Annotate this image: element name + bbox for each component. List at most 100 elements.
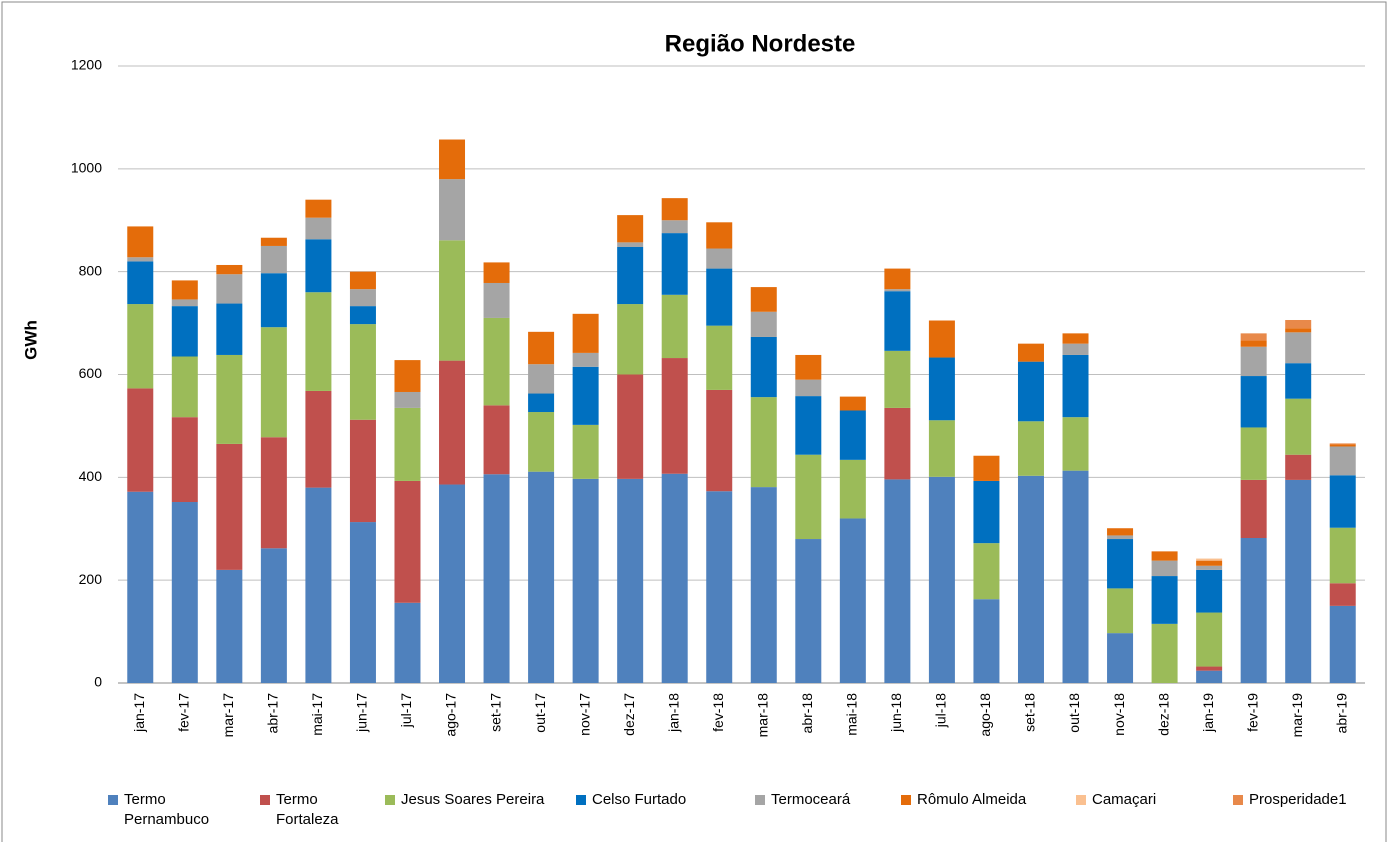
bar-segment (839, 518, 866, 683)
legend-swatch (260, 795, 270, 805)
bar-segment (1240, 427, 1267, 480)
bar-segment (973, 543, 1000, 600)
bar-segment (706, 248, 733, 269)
legend-item: Celso Furtado (576, 790, 741, 810)
legend-swatch (901, 795, 911, 805)
bar-segment (839, 410, 866, 460)
bar-segment (1196, 670, 1223, 683)
bar-segment (1017, 361, 1044, 422)
bar-segment (617, 215, 644, 243)
bar-segment (216, 443, 243, 570)
bar-segment (661, 473, 688, 683)
bar-segment (795, 354, 822, 380)
x-tick-label: jul-18 (933, 693, 949, 728)
bar-segment (216, 354, 243, 444)
bar-segment (884, 289, 911, 292)
legend-label: Termo Fortaleza (276, 791, 339, 828)
bar-segment (1329, 527, 1356, 584)
bar-segment (706, 491, 733, 683)
bar-segment (1107, 535, 1134, 540)
bar-segment (1196, 569, 1223, 613)
bar-segment (928, 357, 955, 421)
bar-segment (1240, 479, 1267, 539)
bar-segment (216, 303, 243, 355)
legend-item: Termoceará (755, 790, 885, 810)
bar-segment (260, 327, 287, 438)
bar-segment (973, 599, 1000, 683)
bar-segment (305, 217, 332, 240)
legend-label: Celso Furtado (592, 791, 687, 808)
bar-segment (1240, 340, 1267, 347)
bar-segment (260, 245, 287, 274)
bar-segment (349, 419, 376, 523)
x-tick-label: mai-18 (844, 693, 860, 736)
bar-segment (928, 476, 955, 683)
x-tick-label: mar-18 (754, 693, 770, 738)
bar-segment (1107, 633, 1134, 683)
x-tick-label: mar-17 (220, 693, 236, 738)
y-tick-label: 600 (79, 365, 103, 381)
x-tick-label: abr-18 (799, 693, 815, 734)
bar-segment (394, 602, 421, 683)
bar-segment (349, 306, 376, 325)
x-tick-label: out-17 (532, 693, 548, 733)
bar-segment (617, 374, 644, 479)
bar-segment (706, 268, 733, 326)
bar-segment (260, 237, 287, 246)
bar-segment (661, 233, 688, 295)
bar-segment (260, 548, 287, 683)
x-tick-label: abr-19 (1333, 693, 1349, 734)
legend-label: Jesus Soares Pereira (401, 791, 545, 808)
bar-segment (528, 393, 555, 413)
bar-segment (1285, 328, 1312, 333)
bar-segment (1062, 417, 1089, 471)
bar-segment (1017, 343, 1044, 362)
x-tick-label: mai-17 (309, 693, 325, 736)
legend-swatch (1076, 795, 1086, 805)
bar-segment (1196, 612, 1223, 667)
bar-segment (483, 282, 510, 318)
x-tick-label: nov-17 (576, 693, 592, 736)
bar-segment (349, 522, 376, 683)
legend-item: Jesus Soares Pereira (385, 790, 565, 810)
legend-item: Camaçari (1076, 790, 1216, 810)
bar-segment (1329, 475, 1356, 528)
bar-segment (305, 239, 332, 293)
bar-segment (127, 257, 154, 262)
bar-segment (528, 364, 555, 394)
bar-segment (260, 273, 287, 328)
x-tick-label: fev-18 (710, 693, 726, 732)
bar-segment (1107, 528, 1134, 536)
y-tick-label: 0 (94, 674, 102, 690)
bar-segment (572, 424, 599, 479)
bar-segment (1329, 583, 1356, 606)
x-tick-label: jan-19 (1200, 693, 1216, 733)
bar-segment (127, 226, 154, 258)
bar-segment (349, 271, 376, 290)
bar-segment (973, 455, 1000, 481)
bar-segment (750, 336, 777, 398)
y-axis-label: GWh (21, 320, 40, 360)
chart-title: Região Nordeste (665, 30, 856, 57)
bar-segment (661, 358, 688, 474)
legend-label: Prosperidade1 (1249, 791, 1347, 808)
bar-segment (439, 484, 466, 683)
bar-segment (884, 350, 911, 408)
bar-segment (305, 292, 332, 391)
legend-item: Rômulo Almeida (901, 790, 1061, 810)
bar-segment (1151, 623, 1178, 683)
bar-segment (1107, 539, 1134, 589)
bar-segment (661, 198, 688, 221)
y-tick-label: 200 (79, 571, 103, 587)
bar-segment (572, 352, 599, 367)
legend-swatch (1233, 795, 1243, 805)
bar-segment (1285, 398, 1312, 455)
bar-segment (171, 299, 198, 307)
bar-segment (1240, 538, 1267, 683)
bar-segment (528, 331, 555, 365)
legend-item: Prosperidade1 (1233, 790, 1383, 810)
bar-segment (1196, 666, 1223, 671)
bar-segment (483, 474, 510, 683)
x-tick-label: abr-17 (265, 693, 281, 734)
